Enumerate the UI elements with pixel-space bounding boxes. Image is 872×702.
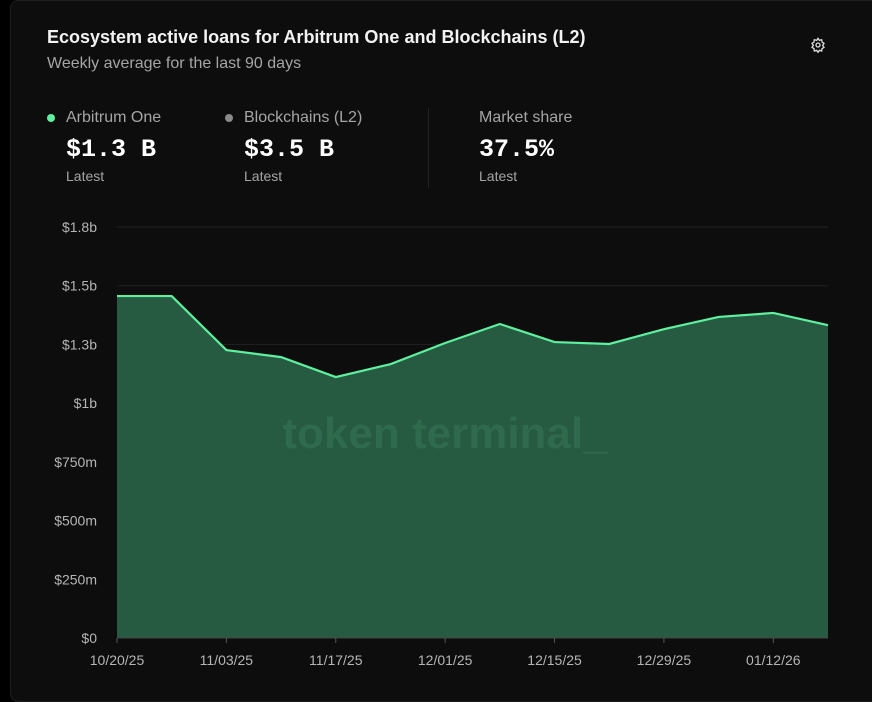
x-tick-label: 12/01/25 bbox=[418, 652, 473, 668]
y-tick-label: $1.5b bbox=[62, 278, 97, 294]
x-tick-label: 11/03/25 bbox=[200, 652, 254, 668]
y-tick-label: $750m bbox=[54, 454, 97, 470]
y-tick-label: $0 bbox=[81, 630, 97, 646]
x-tick-label: 10/20/25 bbox=[90, 652, 145, 668]
y-tick-label: $1.8b bbox=[62, 219, 97, 235]
x-tick-label: 01/12/26 bbox=[746, 652, 801, 668]
x-tick-label: 11/17/25 bbox=[309, 652, 363, 668]
watermark: token terminal_ bbox=[282, 409, 608, 458]
y-tick-label: $500m bbox=[54, 513, 97, 529]
y-tick-label: $1.3b bbox=[62, 336, 97, 352]
x-tick-label: 12/29/25 bbox=[637, 652, 692, 668]
y-tick-label: $250m bbox=[54, 571, 97, 587]
x-tick-label: 12/15/25 bbox=[527, 652, 582, 668]
y-tick-label: $1b bbox=[74, 395, 98, 411]
